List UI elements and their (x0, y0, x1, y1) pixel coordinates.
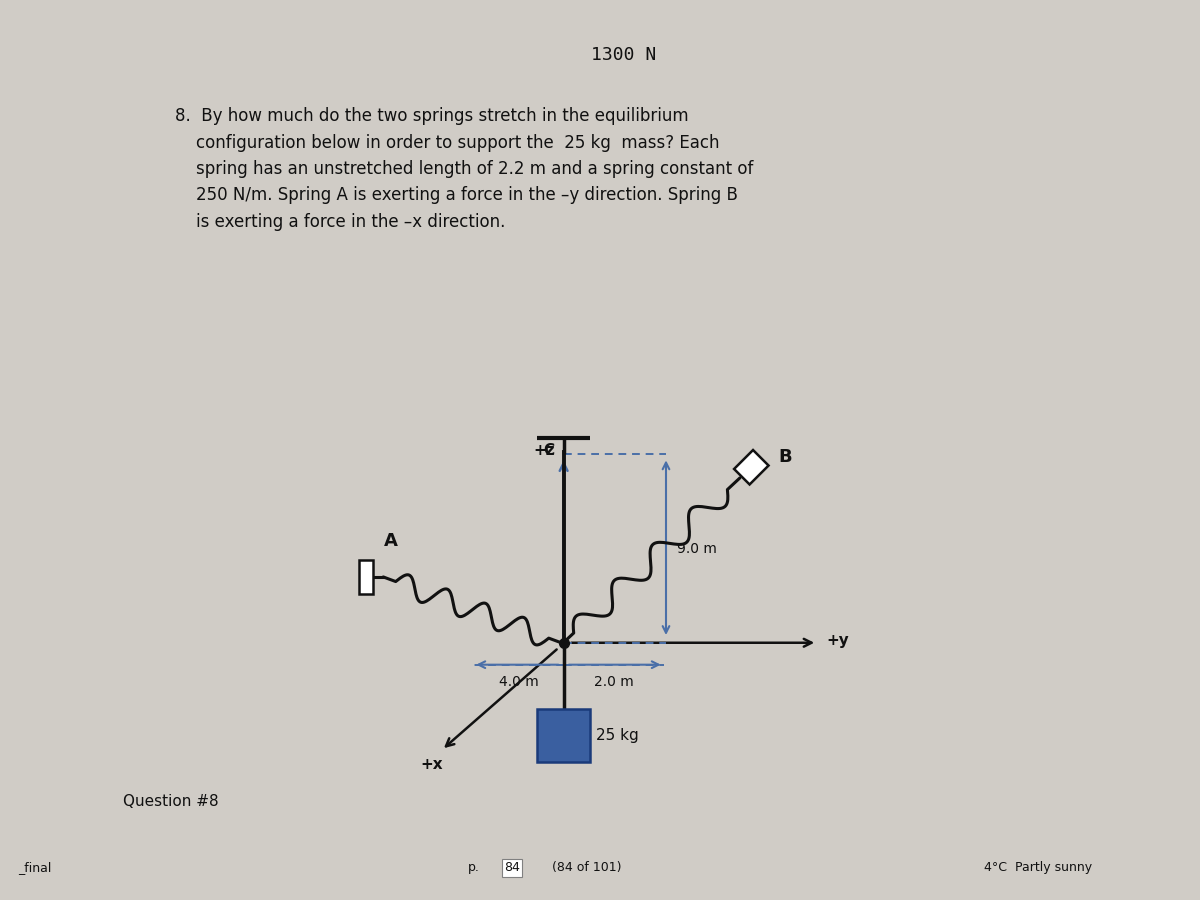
Text: 4.0 m: 4.0 m (499, 675, 539, 689)
Text: A: A (384, 532, 397, 550)
Text: C: C (542, 443, 554, 458)
Text: +z: +z (533, 443, 554, 458)
Polygon shape (359, 560, 373, 594)
Text: +y: +y (827, 633, 850, 648)
Text: Question #8: Question #8 (122, 794, 218, 809)
Text: +x: +x (421, 757, 443, 772)
Text: 84: 84 (504, 861, 520, 874)
Text: 8.  By how much do the two springs stretch in the equilibrium
    configuration : 8. By how much do the two springs stretc… (175, 107, 754, 231)
Text: 25 kg: 25 kg (596, 728, 640, 742)
Text: 1300 N: 1300 N (592, 46, 656, 64)
Text: (84 of 101): (84 of 101) (552, 861, 622, 874)
Text: 9.0 m: 9.0 m (677, 542, 716, 556)
Text: p.: p. (468, 861, 480, 874)
Text: B: B (778, 448, 792, 466)
Text: _final: _final (18, 861, 52, 874)
Bar (536, 708, 590, 762)
Text: 4°C  Partly sunny: 4°C Partly sunny (984, 861, 1092, 874)
Text: 2.0 m: 2.0 m (594, 675, 634, 689)
Polygon shape (734, 450, 768, 484)
